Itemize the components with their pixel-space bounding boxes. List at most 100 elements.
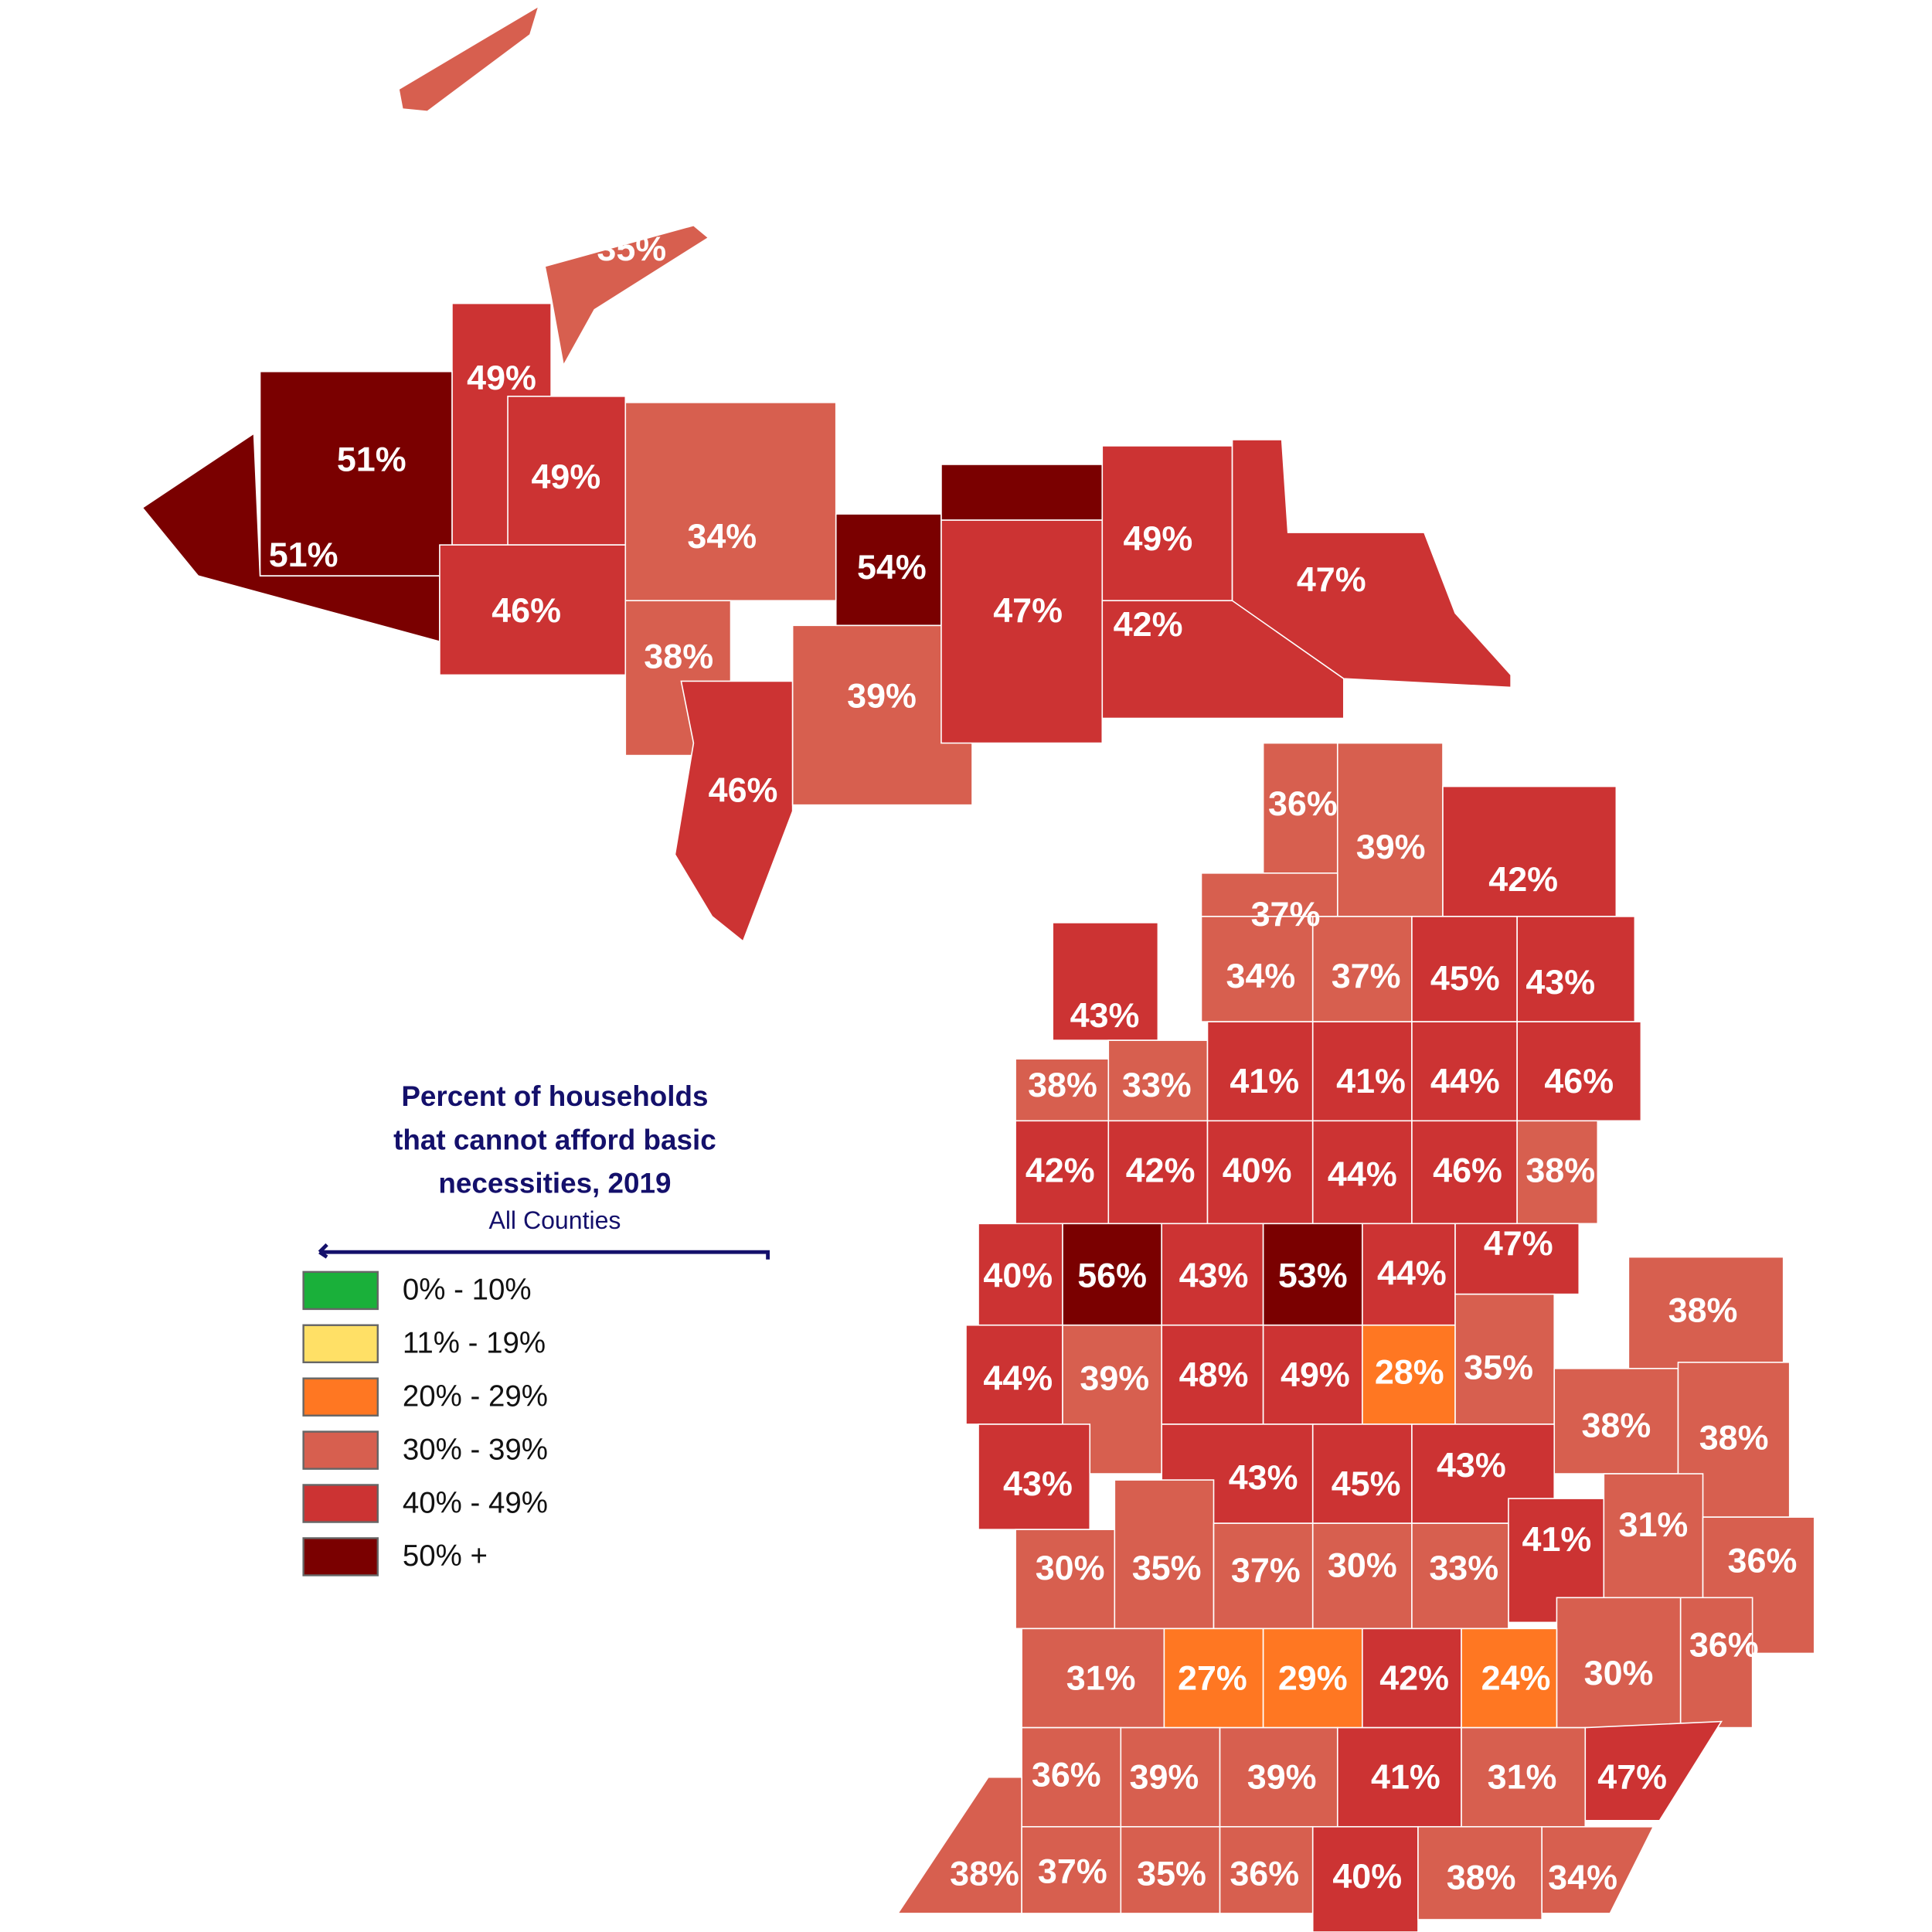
county <box>1161 1324 1264 1425</box>
county-label: 56% <box>1077 1256 1147 1295</box>
county <box>1311 1021 1413 1122</box>
counties <box>141 5 1815 1932</box>
county-label: 46% <box>492 590 561 630</box>
county-label: 37% <box>1332 956 1401 995</box>
county-label: 31% <box>1066 1658 1136 1698</box>
county-label: 42% <box>1114 604 1183 644</box>
county-label: 43% <box>1437 1445 1506 1485</box>
county <box>1101 445 1233 602</box>
county <box>978 1423 1091 1530</box>
county <box>1336 1726 1462 1828</box>
county-label: 48% <box>1179 1355 1249 1394</box>
county <box>1262 1628 1363 1729</box>
county <box>1311 1522 1413 1630</box>
county <box>1206 1120 1314 1225</box>
county-label: 40% <box>983 1256 1053 1295</box>
county-label: 44% <box>983 1359 1053 1398</box>
county-label: 38% <box>1699 1418 1769 1458</box>
county-label: 43% <box>1229 1458 1298 1497</box>
county-label: 30% <box>1584 1653 1654 1692</box>
county <box>1120 1825 1221 1914</box>
county-label: 38% <box>1581 1406 1651 1445</box>
county <box>544 224 710 368</box>
county <box>1015 1120 1110 1225</box>
county-label: 46% <box>1433 1150 1502 1189</box>
county-labels: 35% 49% 51% 51% 49% 46% 34% 38% 46% 39% 54% 47% 49% 4… <box>269 229 1798 1896</box>
county-label: 36% <box>1689 1624 1759 1664</box>
county <box>1362 1324 1456 1425</box>
legend-label: 40% - 49% <box>403 1486 548 1519</box>
county-label: 38% <box>950 1854 1019 1893</box>
county <box>1516 916 1636 1022</box>
legend-swatch <box>302 1270 379 1311</box>
county <box>1362 1223 1456 1326</box>
county <box>1442 785 1617 917</box>
county-label: 34% <box>1226 956 1296 995</box>
legend-title: necessities, 2019 <box>438 1167 671 1199</box>
county-label: 41% <box>1336 1061 1406 1100</box>
county <box>1411 916 1518 1022</box>
county <box>1516 1120 1599 1225</box>
county-label: 38% <box>644 636 713 675</box>
county <box>965 1324 1063 1425</box>
county-label: 34% <box>1548 1858 1617 1897</box>
county <box>1461 1726 1587 1828</box>
county-label: 36% <box>1032 1755 1101 1794</box>
county-label: 45% <box>1332 1464 1401 1503</box>
county-label: 37% <box>1251 894 1321 934</box>
county-label: 41% <box>1230 1061 1299 1100</box>
county <box>674 680 794 943</box>
county <box>1417 1825 1543 1920</box>
county-label: 28% <box>1375 1352 1444 1392</box>
county-label: 49% <box>467 358 536 397</box>
county <box>1541 1825 1655 1914</box>
county <box>1231 439 1512 689</box>
county-label: 38% <box>1526 1150 1595 1189</box>
county <box>1262 742 1338 893</box>
county <box>1262 1324 1363 1425</box>
legend-arrow <box>318 1243 770 1260</box>
county <box>1021 1825 1122 1914</box>
county-label: 35% <box>1464 1347 1533 1386</box>
county-label: 46% <box>709 770 778 810</box>
county-label: 44% <box>1377 1253 1447 1293</box>
county <box>1161 1223 1264 1326</box>
county-label: 43% <box>1526 962 1595 1002</box>
county-label: 54% <box>857 547 927 587</box>
county <box>1516 1021 1642 1122</box>
county <box>1015 1529 1116 1630</box>
county <box>1311 916 1413 1022</box>
county-label: 35% <box>597 229 666 268</box>
county-label: 46% <box>1544 1061 1614 1100</box>
county-label: 31% <box>1619 1505 1689 1544</box>
county <box>1107 1120 1209 1225</box>
county <box>1603 1473 1704 1599</box>
county <box>1052 922 1159 1041</box>
county <box>1461 1628 1558 1729</box>
county-label: 30% <box>1328 1546 1397 1585</box>
legend-swatch <box>302 1324 379 1364</box>
county-label: 24% <box>1481 1658 1551 1698</box>
county <box>624 402 837 602</box>
county-label: 49% <box>1281 1355 1350 1394</box>
county-label: 43% <box>1179 1256 1249 1295</box>
county-label: 45% <box>1430 958 1500 998</box>
county <box>1213 1522 1314 1630</box>
county <box>259 370 453 577</box>
county-label: 41% <box>1522 1519 1592 1559</box>
county-label: 51% <box>269 535 338 574</box>
county-label: 38% <box>1447 1858 1516 1897</box>
county <box>1336 742 1444 917</box>
county <box>1163 1628 1264 1729</box>
island-shape <box>398 5 540 113</box>
legend-swatch <box>302 1537 379 1577</box>
county-label: 42% <box>1126 1150 1196 1189</box>
county <box>940 464 1104 521</box>
legend-label: 0% - 10% <box>403 1274 532 1307</box>
county <box>940 519 1104 744</box>
legend-title: that cannot afford basic <box>393 1124 716 1155</box>
county-label: 34% <box>687 516 757 556</box>
county <box>1411 1423 1556 1524</box>
